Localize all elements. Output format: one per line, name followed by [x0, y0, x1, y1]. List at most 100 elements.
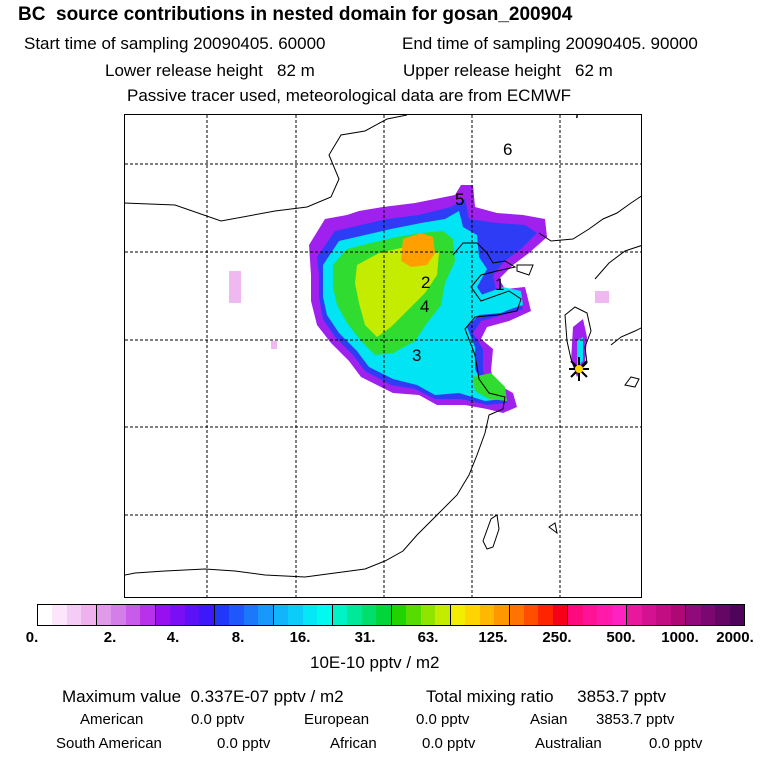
region-label-4: 4 — [420, 297, 430, 316]
colorbar-unit-label: 10E-10 pptv / m2 — [310, 653, 440, 672]
tracer-note: Passive tracer used, meteorological data… — [127, 86, 572, 105]
source-value-european: 0.0 pptv — [416, 711, 470, 728]
source-value-south-american: 0.0 pptv — [217, 735, 271, 752]
colorbar-tick-label: 1000. — [661, 629, 699, 646]
plume-faint-patch — [595, 291, 609, 303]
colorbar-swatch — [627, 605, 642, 625]
colorbar-swatch — [361, 605, 377, 625]
region-label-7: 7 — [573, 115, 582, 123]
colorbar-swatch — [611, 605, 628, 625]
colorbar-swatch — [641, 605, 657, 625]
colorbar-swatch — [700, 605, 716, 625]
plume-orange — [401, 233, 435, 267]
upper-release-label: Upper release height 62 m — [403, 61, 613, 80]
map-panel: 1 2 3 4 5 6 7 — [124, 114, 642, 598]
colorbar-swatch — [170, 605, 185, 625]
colorbar-swatch — [229, 605, 244, 625]
colorbar-tick-label: 250. — [542, 629, 572, 646]
region-label-3: 3 — [412, 346, 422, 365]
source-label-australian: Australian — [535, 735, 602, 752]
source-label-european: European — [304, 711, 370, 728]
colorbar-swatch — [479, 605, 495, 625]
colorbar-swatch — [243, 605, 259, 625]
source-label-asian: Asian — [530, 711, 568, 728]
colorbar-swatch — [538, 605, 553, 625]
region-label-2: 2 — [421, 273, 431, 292]
colorbar-swatch — [347, 605, 362, 625]
colorbar-swatch — [656, 605, 671, 625]
colorbar-swatch — [406, 605, 421, 625]
source-label-south-american: South American — [56, 735, 162, 752]
map-canvas — [125, 115, 641, 597]
total-mixing-label: Total mixing ratio 3853.7 pptv — [426, 687, 667, 706]
map-grid — [125, 115, 641, 597]
colorbar — [37, 604, 745, 626]
colorbar-swatch — [729, 605, 745, 625]
colorbar-swatch — [125, 605, 141, 625]
colorbar-swatch — [184, 605, 200, 625]
colorbar-swatch — [597, 605, 612, 625]
colorbar-swatch — [670, 605, 687, 625]
colorbar-tick-label: 0. — [25, 629, 39, 646]
colorbar-swatch — [302, 605, 318, 625]
lower-release-label: Lower release height 82 m — [105, 61, 315, 80]
source-value-american: 0.0 pptv — [191, 711, 245, 728]
colorbar-swatch — [96, 605, 112, 625]
source-label-american: American — [80, 711, 144, 728]
colorbar-swatch — [582, 605, 598, 625]
source-value-african: 0.0 pptv — [422, 735, 476, 752]
receptor-star-icon — [569, 357, 589, 381]
source-label-african: African — [330, 735, 377, 752]
source-value-asian: 3853.7 pptv — [596, 711, 675, 728]
colorbar-swatch — [38, 605, 53, 625]
colorbar-tick-label: 2. — [103, 629, 117, 646]
colorbar-swatch — [568, 605, 583, 625]
colorbar-swatch — [715, 605, 730, 625]
colorbar-swatch — [332, 605, 348, 625]
colorbar-swatch — [111, 605, 126, 625]
colorbar-swatch — [140, 605, 156, 625]
colorbar-swatch — [214, 605, 230, 625]
colorbar-swatch — [66, 605, 82, 625]
colorbar-swatch — [465, 605, 480, 625]
colorbar-swatch — [199, 605, 215, 625]
colorbar-tick-label: 8. — [231, 629, 245, 646]
colorbar-swatch — [317, 605, 333, 625]
coastlines — [125, 115, 641, 578]
region-label-1: 1 — [495, 275, 505, 294]
plume-yellowgreen — [355, 247, 439, 337]
colorbar-swatch — [273, 605, 289, 625]
start-time-label: Start time of sampling 20090405. 60000 — [24, 34, 326, 53]
colorbar-swatch — [523, 605, 539, 625]
colorbar-swatch — [288, 605, 303, 625]
region-label-5: 5 — [455, 190, 465, 209]
colorbar-tick-label: 31. — [354, 629, 376, 646]
colorbar-swatch — [552, 605, 569, 625]
plume-south-lobe — [473, 373, 507, 401]
region-label-6: 6 — [503, 140, 513, 159]
colorbar-swatch — [52, 605, 67, 625]
colorbar-swatch — [420, 605, 436, 625]
colorbar-swatch — [155, 605, 171, 625]
colorbar-tick-label: 4. — [166, 629, 180, 646]
max-value-label: Maximum value 0.337E-07 pptv / m2 — [62, 687, 344, 706]
colorbar-tick-label: 2000. — [716, 629, 754, 646]
colorbar-swatch — [509, 605, 524, 625]
colorbar-swatch — [81, 605, 97, 625]
colorbar-swatch — [391, 605, 407, 625]
end-time-label: End time of sampling 20090405. 90000 — [402, 34, 698, 53]
colorbar-tick-label: 125. — [478, 629, 508, 646]
page-title: BC source contributions in nested domain… — [18, 4, 573, 25]
source-value-australian: 0.0 pptv — [649, 735, 703, 752]
plume-faint-patch — [271, 341, 277, 349]
colorbar-tick-label: 16. — [289, 629, 311, 646]
colorbar-swatch — [435, 605, 451, 625]
colorbar-swatch — [686, 605, 701, 625]
colorbar-swatch — [376, 605, 392, 625]
plume-faint-patch — [229, 271, 241, 303]
colorbar-swatch — [450, 605, 466, 625]
colorbar-swatch — [494, 605, 510, 625]
colorbar-tick-label: 500. — [606, 629, 636, 646]
colorbar-swatch — [258, 605, 274, 625]
colorbar-tick-label: 63. — [417, 629, 439, 646]
